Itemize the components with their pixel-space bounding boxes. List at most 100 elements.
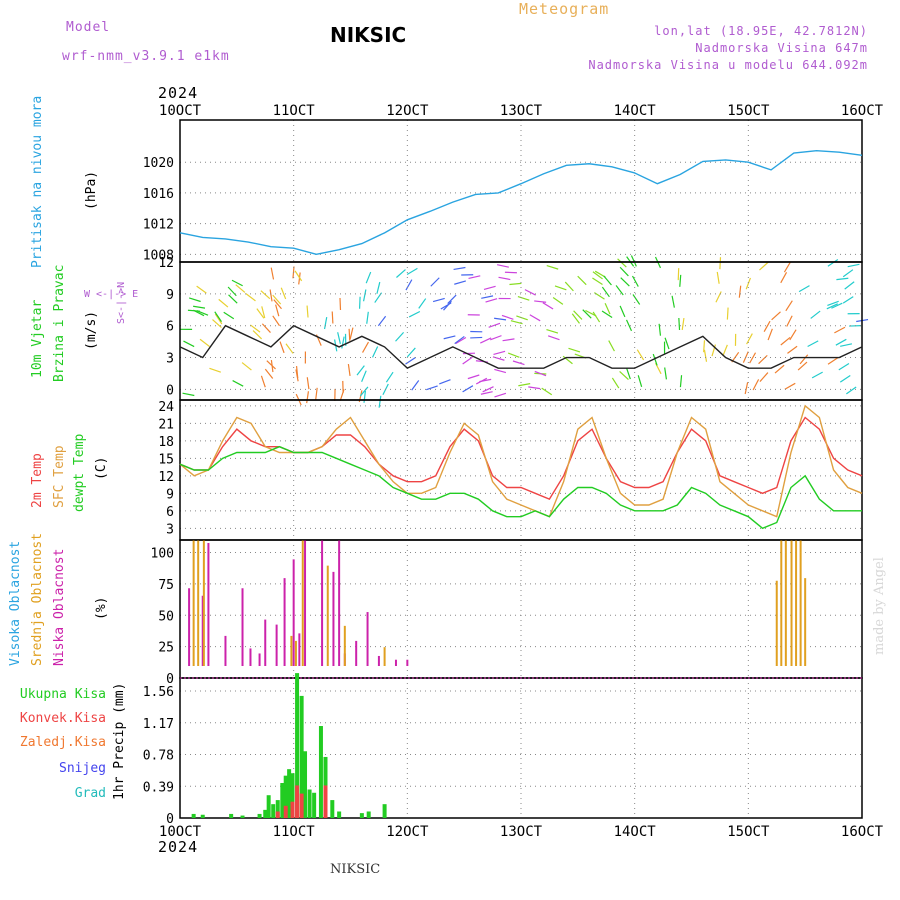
x-tick-label-top: 13OCT bbox=[500, 103, 543, 119]
y-tick-label: 0 bbox=[166, 812, 174, 827]
precip-total-bar bbox=[382, 804, 387, 818]
wind-barb bbox=[331, 311, 334, 324]
precip-total-bar bbox=[263, 809, 268, 818]
wind-barb bbox=[810, 310, 821, 319]
wind-barb bbox=[408, 310, 421, 318]
precip-conv-bar bbox=[290, 801, 295, 818]
wind-barb bbox=[480, 391, 493, 395]
wind-barb bbox=[703, 340, 706, 353]
wind-barb bbox=[218, 298, 229, 308]
y-tick-label: 12 bbox=[158, 256, 174, 271]
wind-speed-line bbox=[179, 324, 863, 369]
station-title: NIKSIC bbox=[330, 23, 407, 47]
x-tick-label-bottom: 12OCT bbox=[386, 824, 429, 840]
x-tick-label-top: 11OCT bbox=[273, 103, 316, 119]
wind-barb bbox=[826, 303, 838, 310]
wind-barb bbox=[365, 271, 372, 284]
wind-barb bbox=[842, 269, 854, 278]
wind-barb bbox=[715, 291, 722, 303]
wind-barb bbox=[568, 347, 581, 353]
y-tick-label: 1.17 bbox=[143, 717, 174, 732]
wind-barb bbox=[223, 311, 235, 320]
precip-total-bar bbox=[312, 792, 317, 818]
wind-barb bbox=[835, 338, 847, 346]
wind-barb bbox=[231, 279, 243, 287]
wind-barb bbox=[671, 295, 675, 308]
wind-barb bbox=[227, 286, 237, 297]
wind-barb bbox=[501, 314, 514, 320]
wind-barb bbox=[406, 267, 418, 275]
y-tick-label: 9 bbox=[166, 487, 174, 502]
y-tick-label: 1.56 bbox=[143, 685, 174, 700]
wind-barb bbox=[608, 340, 615, 352]
precip-conv-bar bbox=[295, 785, 300, 818]
wind-barb bbox=[349, 327, 354, 340]
wind-barb bbox=[279, 341, 285, 354]
wind-barb bbox=[571, 313, 580, 324]
x-tick-label-bottom: 16OCT bbox=[841, 824, 884, 840]
wind-barb bbox=[711, 344, 717, 357]
wind-barb bbox=[518, 383, 531, 387]
wind-barb bbox=[842, 296, 854, 304]
wind-barb bbox=[658, 323, 662, 336]
wind-barb bbox=[199, 338, 210, 348]
wind-barb bbox=[455, 337, 467, 345]
wind-barb bbox=[358, 296, 361, 309]
wind-barb bbox=[482, 386, 494, 393]
wind-barb bbox=[554, 285, 567, 291]
y-tick-label: 3 bbox=[166, 522, 174, 537]
precip-total-bar bbox=[200, 814, 205, 818]
wind-barb bbox=[799, 354, 809, 365]
wind-barb bbox=[601, 310, 613, 319]
wind-barb bbox=[846, 386, 857, 395]
wind-barb bbox=[763, 320, 771, 332]
wind-barb bbox=[228, 294, 238, 304]
wind-barb bbox=[726, 307, 729, 320]
wind-barb bbox=[625, 367, 631, 380]
y-tick-label: 0.78 bbox=[143, 749, 174, 764]
wind-barb bbox=[315, 387, 318, 400]
y-tick-label: 25 bbox=[158, 641, 174, 656]
wind-barb bbox=[454, 280, 466, 285]
wind-barb bbox=[214, 313, 223, 325]
wind-barb bbox=[547, 335, 560, 341]
precip-total-bar bbox=[257, 813, 262, 818]
wind-barb bbox=[838, 362, 850, 371]
elevation-text: Nadmorska Visina 647m bbox=[695, 41, 868, 55]
wind-barb bbox=[485, 298, 498, 303]
precip-conv-bar bbox=[323, 785, 328, 818]
precip-legend-total: Ukupna Kisa bbox=[19, 687, 106, 702]
wind-barb bbox=[275, 304, 280, 317]
wind-barb bbox=[601, 286, 610, 298]
wind-barb bbox=[564, 281, 574, 292]
precip-total-bar bbox=[330, 800, 335, 818]
wind-barb bbox=[266, 360, 276, 370]
y-tick-label: 6 bbox=[166, 320, 174, 335]
wind-barb bbox=[783, 261, 792, 273]
wind-barb bbox=[738, 285, 742, 298]
wind-barb bbox=[592, 277, 603, 286]
wind-barb bbox=[831, 302, 843, 309]
x-tick-label-bottom: 15OCT bbox=[727, 824, 770, 840]
wind-barb bbox=[294, 270, 303, 282]
wind-barb bbox=[585, 309, 597, 317]
wind-barb bbox=[212, 319, 222, 329]
model-name: wrf-nmm_v3.9.1 e1km bbox=[62, 49, 230, 64]
wind-barb bbox=[780, 336, 791, 346]
wind-barb bbox=[241, 362, 252, 371]
precip-total-bar bbox=[240, 815, 245, 818]
precip-total-bar bbox=[366, 811, 371, 818]
x-tick-label-top: 16OCT bbox=[841, 103, 884, 119]
wind-barb bbox=[552, 296, 564, 305]
wind-barb bbox=[363, 390, 367, 403]
wind-barb bbox=[592, 271, 603, 280]
wind-barb bbox=[235, 284, 246, 293]
wind-barb bbox=[359, 386, 369, 397]
precip-total-bar bbox=[271, 804, 276, 818]
wind-barb bbox=[366, 311, 369, 324]
wind-barb bbox=[411, 380, 420, 391]
wind-barb bbox=[306, 377, 310, 390]
wind-barb bbox=[603, 275, 612, 286]
wind-barb bbox=[264, 368, 274, 379]
wind-barb bbox=[847, 263, 860, 268]
